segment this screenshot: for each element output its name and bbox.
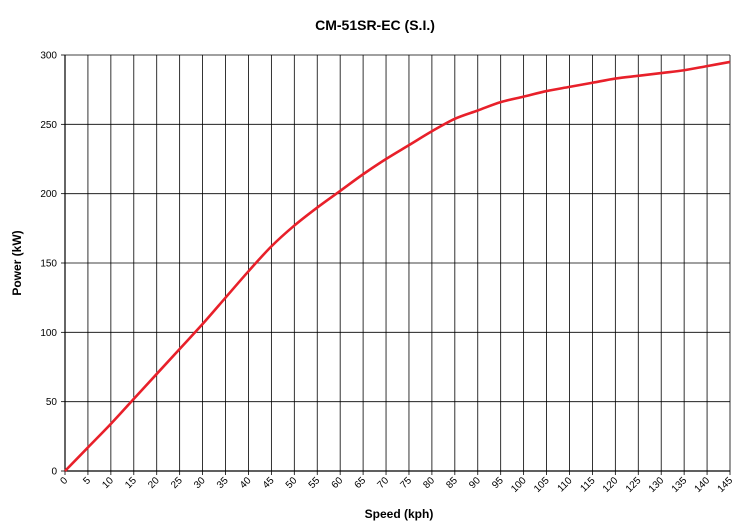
y-axis-label: Power (kW)	[10, 230, 24, 295]
y-tick-label: 150	[40, 259, 57, 270]
series-layer	[64, 60, 731, 472]
series-line	[64, 60, 731, 472]
y-tick-label: 300	[40, 51, 57, 62]
chart-title: CM-51SR-EC (S.I.)	[315, 17, 435, 33]
y-tick-label: 250	[40, 120, 57, 131]
y-tick-label: 200	[40, 189, 57, 200]
y-tick-label: 50	[46, 397, 58, 408]
grid	[61, 54, 731, 475]
y-tick-label: 100	[40, 328, 57, 339]
y-tick-label: 0	[51, 467, 57, 478]
x-axis-label: Speed (kph)	[365, 507, 434, 521]
